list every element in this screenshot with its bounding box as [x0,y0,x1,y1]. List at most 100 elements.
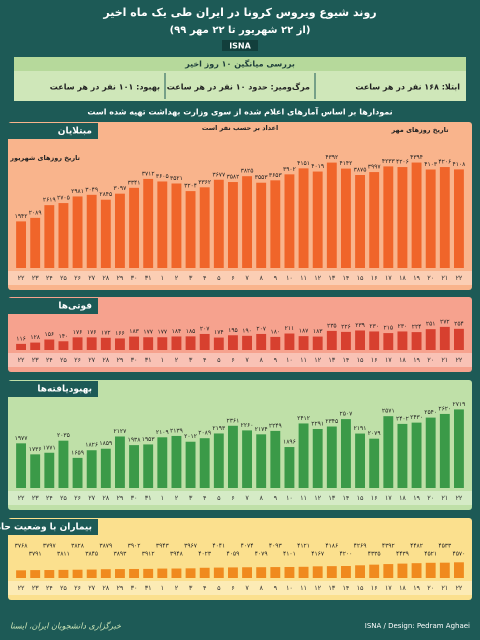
x-tick-label: ۹ [274,356,278,364]
value-label: ۳۰۴۹ [85,186,98,193]
bar [397,563,408,578]
credit: ISNA / Design: Pedram Aghaei [365,622,470,630]
bar [185,191,196,268]
bar [129,187,140,268]
chart-title: بیماران با وضعیت حاد [0,523,92,533]
x-tick-label: ۱۸ [399,274,406,282]
value-label: ۲۰۷۹ [368,430,381,437]
value-label: ۲۲۶ [341,323,351,330]
x-tick-label: ۱۳ [328,494,335,502]
value-label: ۱۵۶ [44,331,54,338]
bar [256,434,267,488]
value-label: ۴۴۸۲ [410,543,423,550]
bar [326,162,337,268]
bar [355,433,366,488]
summary-title: بررسی میانگین ۱۰ روز اخیر [184,59,295,69]
x-tick-label: ۳۰ [131,584,138,592]
x-tick-label: ۱۴ [342,274,349,282]
bar [16,570,27,578]
value-label: ۲۱۹۳ [212,425,226,432]
value-label: ۳۸۷۵ [354,167,367,174]
chart-title: مبتلایان [58,127,92,137]
value-label: ۳۳۴۱ [128,179,141,186]
title-tab [8,123,98,139]
x-tick-label: ۱۳ [328,274,335,282]
source-tag: ISNA [229,42,251,51]
value-label: ۲۲۴۹ [269,422,282,429]
summary-item: مرگ‌ومیر: حدود ۱۰ نفر در هر ساعت [167,82,310,92]
bar [44,452,55,488]
value-label: ۱۷۲ [101,329,111,336]
bar [129,445,140,488]
value-label: ۲۱۱ [285,325,295,332]
value-label: ۱۷۷ [143,329,153,336]
value-label: ۲۵۴ [454,320,464,327]
value-label: ۳۹۶۷ [184,543,198,550]
value-label: ۲۹۸۱ [71,188,84,195]
value-label: ۲۳۰ [369,323,379,330]
bar [114,338,125,350]
value-label: ۴۰۷۴ [241,543,254,550]
value-label: ۲۷۱۹ [452,401,465,408]
value-label: ۱۹۴۲ [15,213,28,220]
bar [425,169,436,268]
value-label: ۲۲۴ [412,324,422,331]
x-tick-label: ۲۳ [32,356,39,364]
value-label: ۲۲۶۰ [241,422,254,429]
x-tick-label: ۲۴ [46,356,53,364]
value-label: ۲۰۸۹ [198,430,211,437]
bar [114,569,125,578]
value-label: ۴۲۶۹ [354,543,367,550]
x-tick-label: ۲۸ [102,356,109,364]
bar [383,416,394,488]
bar [340,419,351,488]
bar [383,564,394,578]
value-label: ۲۸۴۵ [99,191,112,198]
x-tick-label: ۴ [203,274,207,282]
value-label: ۲۳۰ [398,323,408,330]
bar [227,182,238,268]
value-label: ۱۷۷ [157,329,167,336]
annotation: تاریخ روزهای مهر [390,126,448,134]
value-label: ۳۸۷۹ [99,543,112,550]
x-tick-label: ۱ [161,494,165,502]
value-label: ۲۴۱۲ [297,415,310,422]
bar [312,566,323,578]
bar [58,341,69,350]
value-label: ۲۱۳۹ [170,427,183,434]
x-tick-label: ۲۰ [427,274,434,282]
x-tick-label: ۵ [217,356,221,364]
bar [453,409,464,488]
x-tick-label: ۴ [203,494,207,502]
value-label: ۲۴۰۲ [396,415,409,422]
bar [355,330,366,350]
bar [242,335,253,350]
x-tick-label: ۲۴ [46,274,53,282]
value-label: ۲۳۶۱ [226,417,239,424]
summary-head [14,57,466,71]
value-label: ۲۱۹۱ [354,425,367,432]
x-tick-label: ۳ [189,494,193,502]
value-label: ۳۸۹۳ [113,551,127,558]
panel [8,297,472,372]
chart-title: بهبودیافته‌ها [37,385,92,395]
value-label: ۳۹۴۸ [170,551,184,558]
bar [270,430,281,488]
x-tick-label: ۱۶ [371,494,378,502]
bar [284,447,295,488]
bar [143,337,154,350]
bar [270,180,281,268]
x-tick-label: ۲۱ [441,584,448,592]
x-tick-label: ۱۰ [286,584,293,592]
bar [369,564,380,578]
value-label: ۳۶۷۷ [212,171,226,178]
bar [270,567,281,578]
axis-band [8,353,472,367]
bar [114,193,125,268]
value-label: ۱۸۵ [186,328,196,335]
bar [411,422,422,488]
bar [369,438,380,488]
value-label: ۳۶۵۳ [269,172,283,179]
bar [143,568,154,578]
